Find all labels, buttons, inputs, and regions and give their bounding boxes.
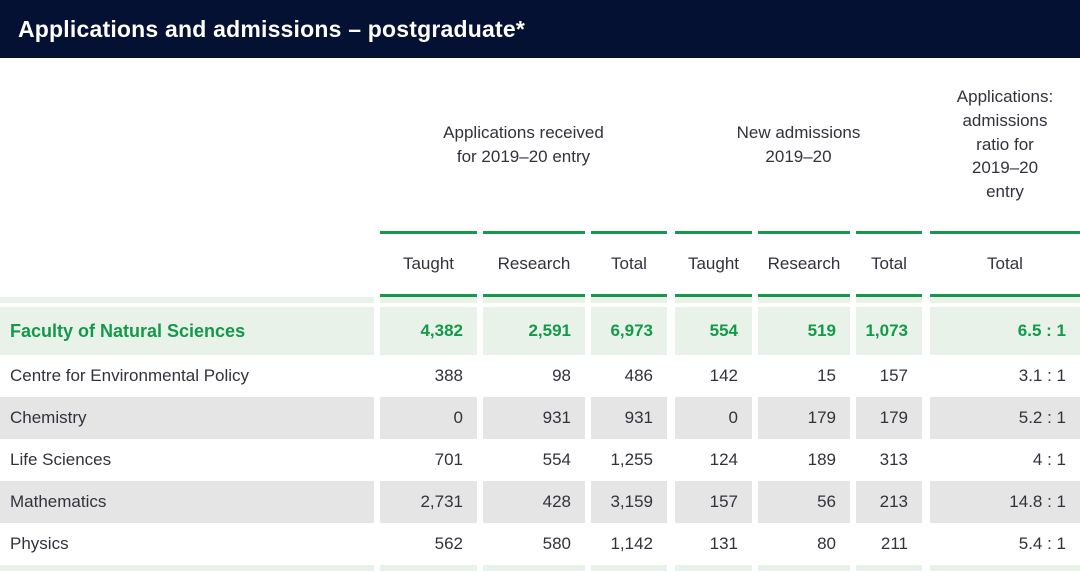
group-header-row: Applications received for 2019–20 entry … [0, 58, 1080, 231]
table-row: Chemistry 0 931 931 0 179 179 5.2 : 1 [0, 397, 1080, 439]
cell-value: 80 [817, 534, 836, 553]
cell-value: 931 [483, 397, 585, 439]
group-header-line: New admissions [736, 122, 861, 142]
cell-value: 14.8 : 1 [930, 481, 1080, 523]
cell-value: 1,073 [856, 307, 922, 355]
row-label: Chemistry [0, 397, 374, 439]
group-header-line: Applications received [443, 122, 604, 142]
cell-value: 2,591 [483, 307, 585, 355]
row-sliver-bottom [0, 565, 1080, 571]
cell-value: 4 : 1 [1032, 450, 1066, 469]
sliver-cell [380, 297, 477, 303]
cell-value: 4,382 [380, 307, 477, 355]
cell-value: 56 [758, 481, 850, 523]
sliver-cell [0, 297, 374, 303]
cell-value: 6,973 [591, 307, 667, 355]
sliver-cell [483, 565, 585, 571]
cell-value: 388 [434, 366, 463, 385]
cell-value: 1,255 [610, 450, 653, 469]
cell-value: 554 [675, 307, 752, 355]
title-bar: Applications and admissions – postgradua… [0, 0, 1080, 58]
group-header-line: for 2019–20 entry [456, 146, 591, 166]
cell-value: 142 [709, 366, 738, 385]
cell-value: 562 [434, 534, 463, 553]
cell-value: 931 [591, 397, 667, 439]
cell-value: 554 [542, 450, 571, 469]
table-row: Mathematics 2,731 428 3,159 157 56 213 14.8 : 1 [0, 481, 1080, 523]
sliver-cell [758, 297, 850, 303]
group-header-line: entry [986, 182, 1024, 202]
group-header-line: admissions [962, 110, 1048, 130]
sliver-cell [483, 297, 585, 303]
column-header-taught: Taught [675, 231, 752, 297]
cell-value: 3,159 [591, 481, 667, 523]
column-header-taught: Taught [380, 231, 477, 297]
column-header-ratio-total: Total [930, 231, 1080, 297]
cell-value: 189 [807, 450, 836, 469]
cell-value: 157 [675, 481, 752, 523]
cell-value: 179 [758, 397, 850, 439]
row-sliver-top [0, 297, 1080, 303]
cell-value: 211 [880, 534, 908, 553]
row-label: Mathematics [0, 481, 374, 523]
cell-value: 131 [709, 534, 738, 553]
cell-value: 0 [380, 397, 477, 439]
group-header-line: Applications: [956, 87, 1054, 106]
table-row: Faculty of Natural Sciences 4,382 2,591 6,9… [0, 307, 1080, 355]
group-header-ratio: Applications: admissions ratio for 2019–… [930, 58, 1080, 231]
sliver-cell [856, 565, 922, 571]
sliver-cell [591, 565, 667, 571]
cell-value: 313 [879, 450, 908, 469]
sliver-cell [856, 297, 922, 303]
sliver-cell [380, 565, 477, 571]
row-label: Faculty of Natural Sciences [0, 307, 374, 355]
cell-value: 213 [856, 481, 922, 523]
group-header-line: ratio for [976, 134, 1034, 154]
page-title: Applications and admissions – postgradua… [18, 15, 526, 42]
cell-value: 6.5 : 1 [930, 307, 1080, 355]
cell-value: 98 [552, 366, 571, 385]
sliver-cell [930, 565, 1080, 571]
cell-value: 3.1 : 1 [1018, 366, 1066, 385]
group-header-line: 2019–20 [765, 146, 832, 166]
sliver-cell [675, 297, 752, 303]
group-header-line: 2019–20 [971, 158, 1039, 178]
cell-value: 2,731 [380, 481, 477, 523]
table-row: Centre for Environmental Policy 388 98 486 1… [0, 355, 1080, 397]
cell-value: 15 [817, 366, 836, 385]
sliver-cell [591, 297, 667, 303]
column-header-total: Total [856, 231, 922, 297]
column-header-row: Taught Research Total Taught Research To… [0, 231, 1080, 297]
table-body: Faculty of Natural Sciences 4,382 2,591 6,9… [0, 307, 1080, 565]
column-header-research: Research [483, 231, 585, 297]
row-label: Centre for Environmental Policy [10, 366, 250, 385]
cell-value: 5.2 : 1 [930, 397, 1080, 439]
row-label: Physics [10, 534, 69, 553]
cell-value: 701 [434, 450, 463, 469]
sliver-cell [0, 565, 374, 571]
column-header-spacer [0, 231, 374, 297]
cell-value: 179 [856, 397, 922, 439]
cell-value: 519 [758, 307, 850, 355]
sliver-cell [675, 565, 752, 571]
sliver-cell [758, 565, 850, 571]
column-header-total: Total [591, 231, 667, 297]
cell-value: 1,142 [610, 534, 653, 553]
table-row: Life Sciences 701 554 1,255 124 189 313 4 : 1 [0, 439, 1080, 481]
sliver-cell [930, 297, 1080, 303]
cell-value: 124 [709, 450, 738, 469]
column-header-research: Research [758, 231, 850, 297]
group-header-new-admissions: New admissions 2019–20 [675, 58, 922, 231]
cell-value: 157 [879, 366, 908, 385]
table-row: Physics 562 580 1,142 131 80 211 5.4 : 1 [0, 523, 1080, 565]
row-label: Life Sciences [10, 450, 112, 469]
cell-value: 428 [483, 481, 585, 523]
cell-value: 580 [542, 534, 571, 553]
cell-value: 5.4 : 1 [1018, 534, 1066, 553]
group-header-applications-received: Applications received for 2019–20 entry [380, 58, 667, 231]
cell-value: 0 [675, 397, 752, 439]
cell-value: 486 [624, 366, 653, 385]
